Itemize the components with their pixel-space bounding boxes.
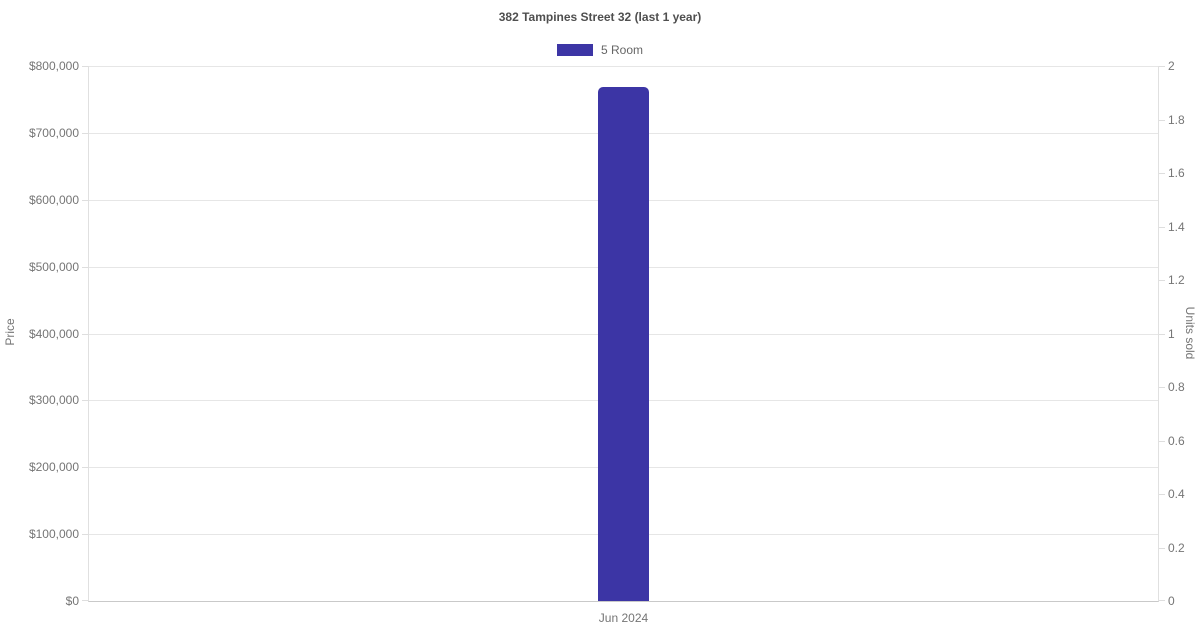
right-tick-mark: [1159, 494, 1165, 495]
y-axis-tick-label-right: 0.2: [1168, 541, 1185, 555]
y-axis-tick-label-right: 0.4: [1168, 487, 1185, 501]
y-axis-tick-label-right: 1.8: [1168, 113, 1185, 127]
bar-jun-2024[interactable]: [598, 87, 649, 601]
legend-swatch: [556, 44, 593, 56]
y-axis-tick-label-right: 1: [1168, 327, 1175, 341]
y-axis-title-price: Price: [3, 318, 17, 346]
y-axis-tick-label-left: $400,000: [28, 327, 79, 341]
plot-area: Jun 2024 $0 $100,000 $200,000 $300,000 $400,…: [29, 59, 1185, 625]
left-tick-mark: [82, 133, 88, 134]
left-tick-mark: [82, 600, 88, 601]
right-tick-mark: [1159, 600, 1165, 601]
legend: 5 Room: [0, 43, 1200, 57]
gridline: [89, 66, 1158, 67]
y-axis-tick-label-left: $300,000: [28, 393, 79, 407]
y-axis-tick-label-left: $700,000: [28, 126, 79, 140]
right-tick-mark: [1159, 441, 1165, 442]
left-tick-mark: [82, 334, 88, 335]
y-axis-tick-label-left: $200,000: [28, 460, 79, 474]
right-tick-mark: [1159, 173, 1165, 174]
y-axis-tick-label-left: $0: [65, 594, 79, 608]
right-tick-mark: [1159, 548, 1165, 549]
left-tick-mark: [82, 267, 88, 268]
legend-label: 5 Room: [600, 43, 644, 57]
y-axis-tick-label-right: 1.4: [1168, 220, 1185, 234]
right-tick-mark: [1159, 387, 1165, 388]
y-axis-tick-label-left: $600,000: [28, 193, 79, 207]
y-axis-tick-label-left: $800,000: [28, 59, 79, 73]
y-axis-tick-label-right: 2: [1168, 59, 1175, 73]
right-tick-mark: [1159, 66, 1165, 67]
x-axis-tick-label-jun-2024: Jun 2024: [598, 611, 649, 625]
chart-title: 382 Tampines Street 32 (last 1 year): [498, 10, 702, 24]
left-tick-mark: [82, 200, 88, 201]
right-tick-mark: [1159, 280, 1165, 281]
y-axis-tick-label-right: 0.8: [1168, 380, 1185, 394]
y-axis-tick-label-right: 0: [1168, 594, 1175, 608]
y-axis-tick-label-right: 1.6: [1168, 166, 1185, 180]
y-axis-tick-label-right: 1.2: [1168, 273, 1185, 287]
left-tick-mark: [82, 66, 88, 67]
right-tick-mark: [1159, 120, 1165, 121]
left-tick-mark: [82, 400, 88, 401]
right-tick-mark: [1159, 334, 1165, 335]
y-axis-tick-label-right: 0.6: [1168, 434, 1185, 448]
y-axis-tick-label-left: $500,000: [28, 260, 79, 274]
left-tick-mark: [82, 534, 88, 535]
y-axis-tick-label-left: $100,000: [28, 527, 79, 541]
legend-item-5-room[interactable]: 5 Room: [556, 43, 644, 57]
y-axis-title-units-sold: Units sold: [1183, 306, 1197, 360]
right-tick-mark: [1159, 227, 1165, 228]
left-tick-mark: [82, 467, 88, 468]
